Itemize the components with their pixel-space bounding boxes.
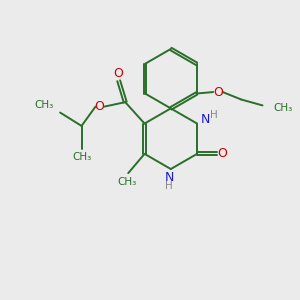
Text: CH₃: CH₃ <box>72 152 91 162</box>
Text: O: O <box>218 147 228 161</box>
Text: N: N <box>201 112 210 126</box>
Text: O: O <box>113 67 123 80</box>
Text: CH₃: CH₃ <box>273 103 292 113</box>
Text: O: O <box>94 100 104 113</box>
Text: O: O <box>214 85 224 98</box>
Text: H: H <box>210 110 218 120</box>
Text: H: H <box>165 181 173 191</box>
Text: N: N <box>165 171 174 184</box>
Text: CH₃: CH₃ <box>34 100 54 110</box>
Text: CH₃: CH₃ <box>117 176 136 187</box>
